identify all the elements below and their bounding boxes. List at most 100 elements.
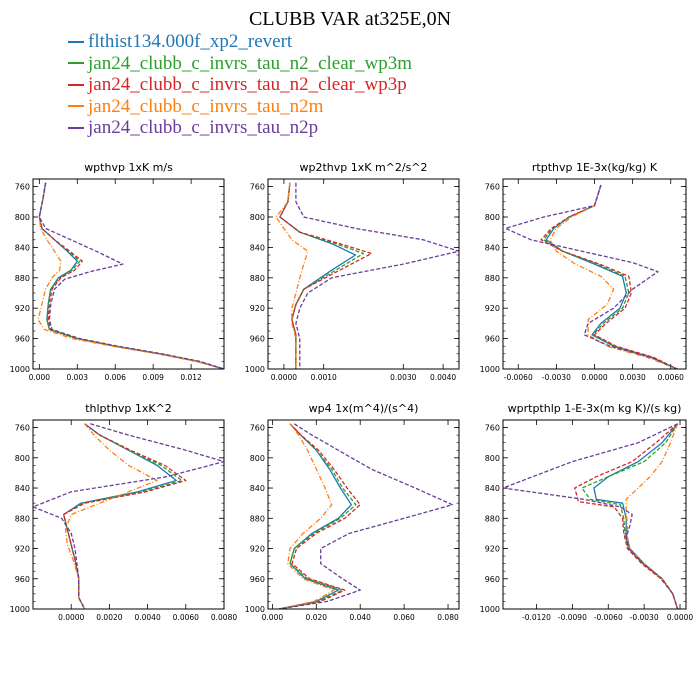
y-tick-label: 800 <box>250 213 265 222</box>
chart-panel: wpthvp 1xK m/s76080084088092096010000.00… <box>10 161 225 382</box>
series-line <box>275 182 309 369</box>
y-tick-label: 840 <box>485 243 500 252</box>
y-tick-label: 760 <box>15 183 30 192</box>
x-tick-label: 0.040 <box>349 613 371 622</box>
series-line <box>540 184 678 369</box>
plot-frame <box>267 419 460 610</box>
series-line <box>62 423 183 609</box>
y-tick-label: 840 <box>485 484 500 493</box>
series-line <box>625 423 679 609</box>
x-tick-label: -0.0060 <box>504 373 533 382</box>
chart-panel: wp4 1x(m^4)/(s^4)76080084088092096010000… <box>245 402 460 622</box>
chart-title: wprtpthlp 1-E-3x(m kg K)/(s kg) <box>508 402 682 415</box>
x-tick-label: 0.003 <box>67 373 89 382</box>
series-line <box>504 184 678 369</box>
x-tick-label: 0.012 <box>180 373 202 382</box>
series-line <box>295 182 459 369</box>
legend-entry: jan24_clubb_c_invrs_tau_n2p <box>68 117 412 139</box>
series-line <box>37 182 224 369</box>
plot-frame <box>502 419 687 610</box>
y-tick-label: 760 <box>485 183 500 192</box>
x-tick-label: 0.0060 <box>173 613 199 622</box>
y-tick-label: 880 <box>15 514 30 523</box>
y-tick-label: 920 <box>250 545 265 554</box>
series-line <box>278 423 357 609</box>
x-tick-label: 0.0060 <box>658 373 684 382</box>
legend-entry: flthist134.000f_xp2_revert <box>68 31 412 53</box>
chart-panel: thlpthvp 1xK^2 760 800 840 880 920 960 1000 0.00… <box>10 402 238 622</box>
y-tick-label: 920 <box>15 304 30 313</box>
plot-frame <box>267 178 460 370</box>
y-tick-label: 1000 <box>480 605 500 614</box>
series-line <box>278 423 361 609</box>
series-line <box>64 423 158 609</box>
series-line <box>549 184 678 369</box>
series-line <box>38 182 224 369</box>
series-line <box>279 182 373 369</box>
y-tick-label: 1000 <box>245 365 265 374</box>
y-tick-label: 800 <box>485 213 500 222</box>
chart-title: wpthvp 1xK m/s <box>84 161 173 174</box>
y-tick-label: 920 <box>250 304 265 313</box>
y-tick-label: 800 <box>15 454 30 463</box>
chart-title: rtpthvp 1E-3x(kg/kg) K <box>532 161 658 174</box>
y-tick-label: 960 <box>485 575 500 584</box>
legend-entry: jan24_clubb_c_invrs_tau_n2m <box>68 96 412 118</box>
x-tick-label: 0.0030 <box>620 373 646 382</box>
series-line <box>574 423 679 609</box>
y-tick-label: 1000 <box>10 605 30 614</box>
x-tick-label: 0.060 <box>393 613 415 622</box>
y-tick-label: 880 <box>250 274 265 283</box>
y-tick-label: 800 <box>250 454 265 463</box>
series-line <box>543 184 678 369</box>
series-line <box>278 423 353 609</box>
series-line <box>593 423 679 609</box>
y-tick-label: 960 <box>15 575 30 584</box>
y-tick-label: 960 <box>485 335 500 344</box>
chart-title: thlpthvp 1xK^2 <box>85 402 172 415</box>
y-tick-label: 960 <box>250 335 265 344</box>
x-tick-label: -0.0090 <box>558 613 587 622</box>
x-tick-label: 0.0020 <box>96 613 122 622</box>
y-tick-label: 760 <box>485 424 500 433</box>
x-tick-label: -0.0120 <box>522 613 551 622</box>
y-tick-label: 1000 <box>10 365 30 374</box>
y-tick-label: 800 <box>15 213 30 222</box>
x-tick-label: 0.009 <box>142 373 164 382</box>
series-line <box>38 182 224 369</box>
y-tick-label: 800 <box>485 454 500 463</box>
chart-panel: wprtpthlp 1-E-3x(m kg K)/(s kg) 760 800 840… <box>480 402 694 622</box>
x-tick-label: 0.006 <box>104 373 126 382</box>
legend-label: jan24_clubb_c_invrs_tau_n2m <box>88 95 324 117</box>
x-tick-label: 0.0040 <box>430 373 456 382</box>
legend-swatch <box>68 126 84 129</box>
y-tick-label: 920 <box>485 304 500 313</box>
x-tick-label: 0.000 <box>262 613 284 622</box>
y-tick-label: 840 <box>15 484 30 493</box>
series-line <box>503 423 679 609</box>
x-tick-label: 0.0000 <box>581 373 607 382</box>
series-line <box>33 423 224 609</box>
y-tick-label: 840 <box>15 243 30 252</box>
x-tick-label: 0.080 <box>437 613 459 622</box>
y-tick-label: 1000 <box>480 365 500 374</box>
y-tick-label: 760 <box>250 183 265 192</box>
x-tick-label: 0.0010 <box>311 373 337 382</box>
y-tick-label: 880 <box>485 514 500 523</box>
x-tick-label: 0.020 <box>306 613 328 622</box>
y-tick-label: 960 <box>250 575 265 584</box>
x-tick-label: 0.000 <box>29 373 51 382</box>
x-tick-label: 0.0040 <box>134 613 160 622</box>
series-line <box>278 423 454 609</box>
x-tick-label: 0.0000 <box>667 613 693 622</box>
y-tick-label: 840 <box>250 243 265 252</box>
chart-title: wp2thvp 1xK m^2/s^2 <box>299 161 427 174</box>
legend-label: jan24_clubb_c_invrs_tau_n2_clear_wp3m <box>88 52 412 74</box>
y-tick-label: 760 <box>15 424 30 433</box>
y-tick-label: 840 <box>250 484 265 493</box>
series-line <box>62 423 177 609</box>
legend-label: flthist134.000f_xp2_revert <box>88 31 293 52</box>
legend-entry: jan24_clubb_c_invrs_tau_n2_clear_wp3m <box>68 53 412 75</box>
legend: flthist134.000f_xp2_revert jan24_clubb_c_… <box>68 31 412 139</box>
